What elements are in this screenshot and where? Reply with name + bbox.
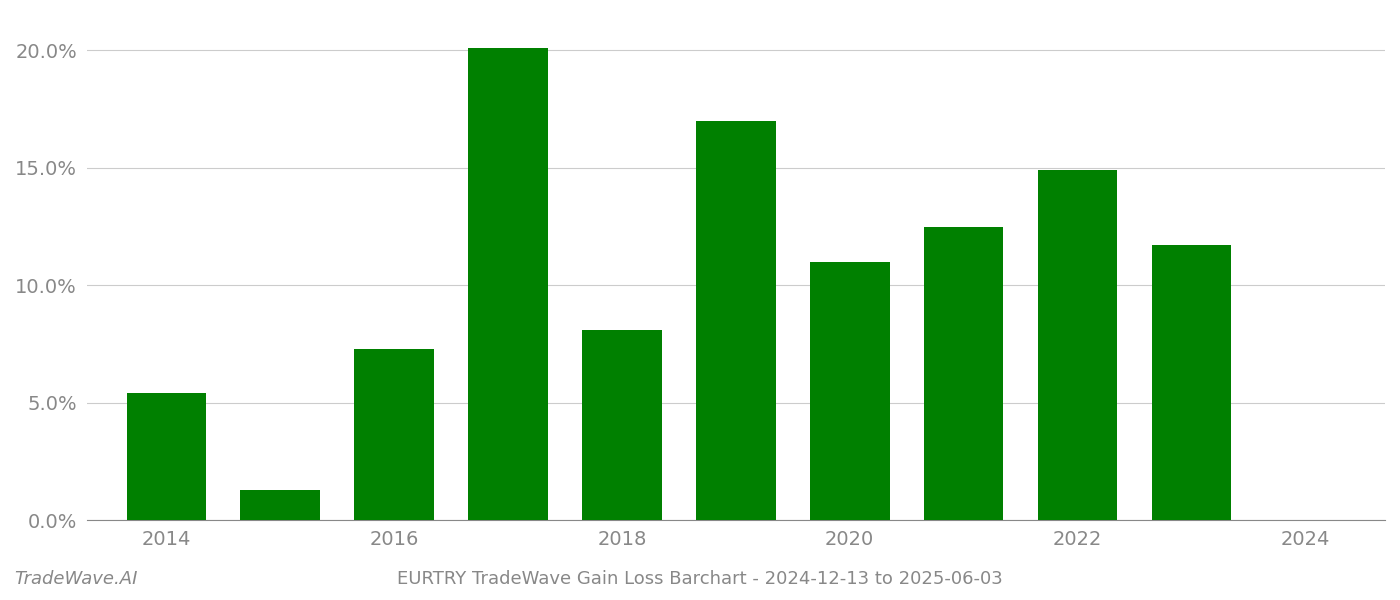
Bar xyxy=(924,227,1004,520)
Bar xyxy=(696,121,776,520)
Bar xyxy=(354,349,434,520)
Text: TradeWave.AI: TradeWave.AI xyxy=(14,570,137,588)
Bar xyxy=(468,48,547,520)
Bar xyxy=(809,262,889,520)
Bar xyxy=(582,330,662,520)
Bar xyxy=(1152,245,1231,520)
Text: EURTRY TradeWave Gain Loss Barchart - 2024-12-13 to 2025-06-03: EURTRY TradeWave Gain Loss Barchart - 20… xyxy=(398,570,1002,588)
Bar xyxy=(126,394,206,520)
Bar xyxy=(241,490,321,520)
Bar xyxy=(1037,170,1117,520)
